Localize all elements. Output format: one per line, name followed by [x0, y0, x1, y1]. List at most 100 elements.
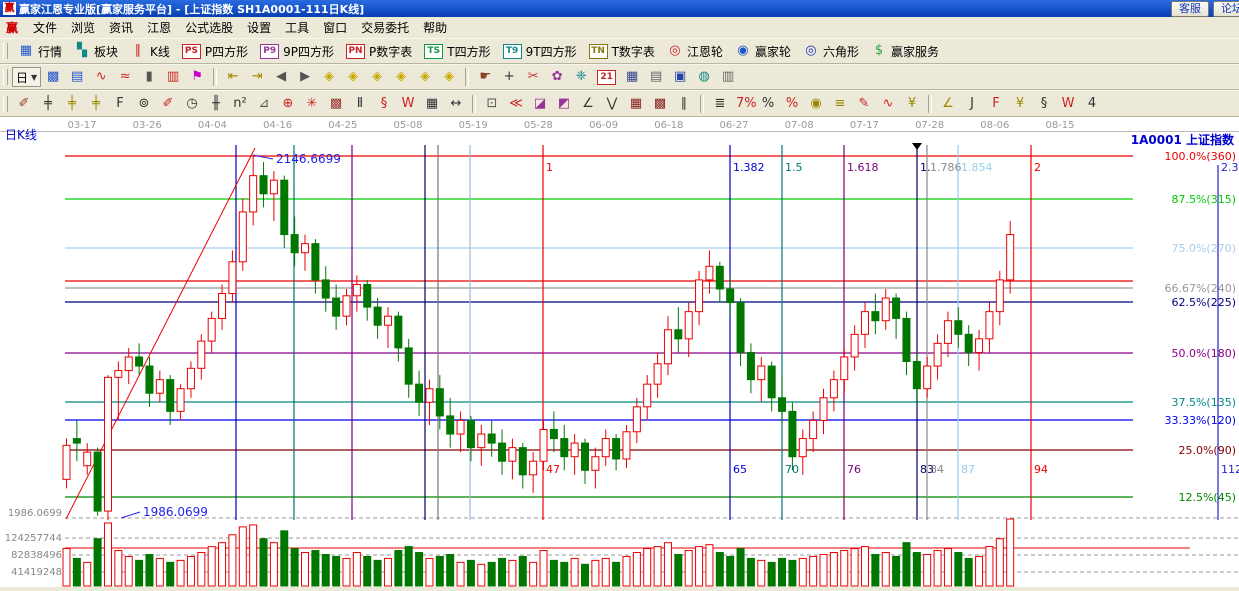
wave-tool-button[interactable]: ∿ — [876, 94, 900, 114]
brain-tool-button[interactable]: ❈ — [569, 67, 593, 87]
zigzag-tool-button[interactable]: ⋁ — [600, 94, 624, 114]
percent-lines-button[interactable]: % — [780, 94, 804, 114]
candle-style-button[interactable]: ▮ — [137, 67, 161, 87]
goto-last-button[interactable]: ⇥ — [245, 67, 269, 87]
parallel-lines-button[interactable]: ∥ — [672, 94, 696, 114]
menu-item-3[interactable]: 资讯 — [109, 21, 134, 35]
win-ruler-button[interactable]: W — [396, 94, 420, 114]
diamond-zoom-right-button[interactable]: ◈ — [341, 67, 365, 87]
wave-9-button[interactable]: ≈ — [113, 67, 137, 87]
menu-item-9[interactable]: 交易委托 — [361, 21, 410, 35]
j-angle-button[interactable]: J — [960, 94, 984, 114]
span-arrows-button[interactable]: ↔ — [444, 94, 468, 114]
menu-item-4[interactable]: 江恩 — [147, 21, 172, 35]
menu-item-10[interactable]: 帮助 — [423, 21, 448, 35]
self-info-button[interactable]: ▤ — [65, 67, 89, 87]
seven-percent-button[interactable]: 7% — [732, 94, 757, 114]
price-ladder-button[interactable]: ≣ — [708, 94, 732, 114]
winner-service-button[interactable]: $ 赢家服务 — [865, 41, 945, 62]
angle-mirror-button[interactable]: ⊿ — [252, 94, 276, 114]
t-square-button[interactable]: TS T四方形 — [418, 41, 496, 62]
gold-ruler-2-button[interactable]: ╪ — [84, 94, 108, 114]
kline-chart-canvas[interactable]: 03-17 03-26 04-04 04-16 04-25 05-08 05-19 05-28… — [0, 117, 1239, 587]
p9-square-button[interactable]: P9 9P四方形 — [254, 41, 340, 62]
gold-angle-button[interactable]: ∠ — [936, 94, 960, 114]
f-ruler-button[interactable]: F — [108, 94, 132, 114]
print-button[interactable]: ▥ — [716, 67, 740, 87]
p-square-button[interactable]: PS P四方形 — [176, 41, 254, 62]
period-selector[interactable]: 日 ▼ — [12, 67, 42, 87]
winner-wheel-button[interactable]: ◉ 赢家轮 — [729, 41, 797, 62]
calendar-button[interactable]: 21 — [593, 68, 620, 87]
sectors-button[interactable]: ▚ 板块 — [68, 41, 124, 62]
quotes-button[interactable]: ▦ 行情 — [12, 41, 68, 62]
grid-view-button[interactable]: ▩ — [41, 67, 65, 87]
n-square-button[interactable]: n² — [228, 94, 252, 114]
ruler-button[interactable]: ╪ — [36, 94, 60, 114]
fan-box-button[interactable]: ◪ — [528, 94, 552, 114]
menu-item-5[interactable]: 公式选股 — [185, 21, 234, 35]
t9-square-button[interactable]: T9 9T四方形 — [497, 41, 583, 62]
goto-first-button[interactable]: ⇤ — [221, 67, 245, 87]
menu-item-2[interactable]: 浏览 — [71, 21, 96, 35]
titlebar-button-2[interactable]: 论坛 — [1213, 0, 1239, 17]
t-number-button[interactable]: TN T数字表 — [583, 41, 661, 62]
menu-item-1[interactable]: 文件 — [33, 21, 58, 35]
cycle-clock-button[interactable]: ◷ — [180, 94, 204, 114]
shen-angle-button[interactable]: § — [1032, 94, 1056, 114]
pencil-ruler-button[interactable]: ✐ — [12, 94, 36, 114]
gold-ruler-button[interactable]: ╪ — [60, 94, 84, 114]
win-angle-button[interactable]: W — [1056, 94, 1080, 114]
kline-button[interactable]: ∥ K线 — [124, 41, 176, 62]
diamond-shrink-h-button[interactable]: ◈ — [389, 67, 413, 87]
titlebar-button-1[interactable]: 客服 — [1171, 0, 1209, 17]
notes-button[interactable]: ▤ — [644, 67, 668, 87]
browser-button[interactable]: ◍ — [692, 67, 716, 87]
angle-set-button[interactable]: ∠ — [576, 94, 600, 114]
toolbar-grip[interactable] — [3, 69, 8, 85]
toolbar-grip[interactable] — [3, 95, 8, 112]
erase-tool-button[interactable]: ✂ — [521, 67, 545, 87]
fan-lines-button[interactable]: ≪ — [504, 94, 528, 114]
menu-item-7[interactable]: 工具 — [285, 21, 310, 35]
p-number-button[interactable]: PN P数字表 — [340, 41, 418, 62]
gold-angle-2-button[interactable]: ¥ — [1008, 94, 1032, 114]
step-back-button[interactable]: ◀ — [269, 67, 293, 87]
ruler-dense-button[interactable]: ╫ — [204, 94, 228, 114]
grid-a-button[interactable]: ▦ — [624, 94, 648, 114]
hand-tool-button[interactable]: ☛ — [473, 67, 497, 87]
f-angle-button[interactable]: F — [984, 94, 1008, 114]
percent-button[interactable]: % — [756, 94, 780, 114]
hexagon-button[interactable]: ◎ 六角形 — [797, 41, 865, 62]
four-angle-button[interactable]: 4 — [1080, 94, 1104, 114]
diamond-expand-all-button[interactable]: ◈ — [413, 67, 437, 87]
gold-circle-button[interactable]: ◉ — [804, 94, 828, 114]
k-mark-button[interactable]: Ⅱ — [348, 94, 372, 114]
gold-lines-button[interactable]: ≡ — [828, 94, 852, 114]
menu-item-8[interactable]: 窗口 — [323, 21, 348, 35]
box-frame-button[interactable]: ⊡ — [480, 94, 504, 114]
gold-level-button[interactable]: ¥ — [900, 94, 924, 114]
toolbar-grip[interactable] — [3, 43, 8, 59]
color-chart-button[interactable]: ⚑ — [185, 67, 209, 87]
grid-star-button[interactable]: ▩ — [324, 94, 348, 114]
diamond-shrink-all-button[interactable]: ◈ — [437, 67, 461, 87]
step-forward-button[interactable]: ▶ — [293, 67, 317, 87]
save-button[interactable]: ▣ — [668, 67, 692, 87]
gann-wheel-button[interactable]: ◎ 江恩轮 — [661, 41, 729, 62]
diamond-expand-h-button[interactable]: ◈ — [365, 67, 389, 87]
ink-pen-button[interactable]: ✎ — [852, 94, 876, 114]
gann-head-button[interactable]: ✿ — [545, 67, 569, 87]
diamond-zoom-left-button[interactable]: ◈ — [317, 67, 341, 87]
crosshair-tool-button[interactable]: + — [497, 67, 521, 87]
brush-tool-button[interactable]: ✐ — [156, 94, 180, 114]
star-burst-button[interactable]: ✳ — [300, 94, 324, 114]
calculator-button[interactable]: ▦ — [620, 67, 644, 87]
menu-item-6[interactable]: 设置 — [247, 21, 272, 35]
circle-cross-button[interactable]: ⊕ — [276, 94, 300, 114]
spiral-tool-button[interactable]: ⊚ — [132, 94, 156, 114]
wave-3-button[interactable]: ∿ — [89, 67, 113, 87]
shen-ruler-button[interactable]: § — [372, 94, 396, 114]
grid-b-button[interactable]: ▩ — [648, 94, 672, 114]
ruler-123-button[interactable]: ▦ — [420, 94, 444, 114]
